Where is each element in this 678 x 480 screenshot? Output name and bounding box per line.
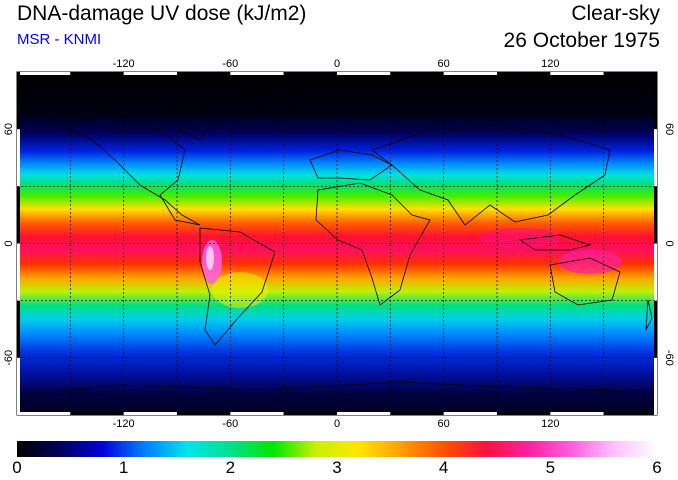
frame-tick bbox=[177, 412, 231, 415]
latitude-tick-label: 60 bbox=[3, 123, 15, 135]
colorbar-tick-label: 5 bbox=[545, 458, 556, 477]
longitude-tick-label: 0 bbox=[334, 58, 340, 70]
latitude-tick-label: 0 bbox=[663, 240, 675, 246]
frame-tick bbox=[443, 412, 497, 415]
andes-uv-peak bbox=[206, 246, 214, 270]
colorbar-tick-label: 1 bbox=[118, 458, 129, 477]
longitude-tick-label: 120 bbox=[541, 418, 559, 430]
longitude-tick-label: -60 bbox=[222, 418, 238, 430]
frame-tick bbox=[603, 412, 657, 415]
australia-uv-hotspot bbox=[558, 250, 622, 274]
frame-tick bbox=[17, 129, 20, 187]
frame-tick bbox=[17, 300, 20, 358]
frame-ticks bbox=[17, 72, 657, 415]
frame-tick bbox=[654, 243, 657, 301]
indonesia-uv-band bbox=[480, 228, 560, 248]
frame-tick bbox=[17, 357, 20, 415]
longitude-tick-label: -120 bbox=[113, 58, 135, 70]
latitude-tick-label: 0 bbox=[3, 240, 15, 246]
sky-condition-label: Clear-sky bbox=[571, 2, 660, 25]
colorbar-tick-label: 4 bbox=[438, 458, 449, 477]
latitude-tick-label: 60 bbox=[663, 123, 675, 135]
frame-tick bbox=[123, 412, 177, 415]
longitude-tick-label: 120 bbox=[541, 58, 559, 70]
frame-tick bbox=[123, 72, 177, 75]
frame-tick bbox=[654, 186, 657, 244]
colorbar bbox=[17, 441, 657, 457]
frame-tick bbox=[497, 412, 551, 415]
frame-tick bbox=[603, 72, 657, 75]
longitude-tick-label: -120 bbox=[113, 418, 135, 430]
data-source-label: MSR - KNMI bbox=[17, 31, 102, 48]
longitude-tick-label: 0 bbox=[334, 418, 340, 430]
longitude-tick-label: -60 bbox=[222, 58, 238, 70]
colorbar-tick-label: 6 bbox=[652, 458, 662, 477]
frame-tick bbox=[390, 72, 444, 75]
frame-tick bbox=[17, 243, 20, 301]
colorbar-tick-label: 0 bbox=[12, 458, 22, 477]
frame-tick bbox=[654, 300, 657, 358]
frame-tick bbox=[17, 186, 20, 244]
frame-tick bbox=[230, 412, 284, 415]
frame-tick bbox=[177, 72, 231, 75]
frame-tick bbox=[654, 72, 657, 130]
frame-tick bbox=[337, 72, 391, 75]
frame-tick bbox=[70, 72, 124, 75]
frame-tick bbox=[17, 412, 71, 415]
colorbar-tick-label: 3 bbox=[332, 458, 342, 477]
frame-tick bbox=[230, 72, 284, 75]
frame-tick bbox=[497, 72, 551, 75]
frame-tick bbox=[70, 412, 124, 415]
frame-tick bbox=[283, 72, 337, 75]
frame-tick bbox=[443, 72, 497, 75]
frame-tick bbox=[337, 412, 391, 415]
coastlines bbox=[19, 84, 657, 396]
graticule bbox=[17, 72, 657, 415]
south-america-yellow-patch bbox=[212, 272, 268, 308]
map-title: DNA-damage UV dose (kJ/m2) bbox=[17, 2, 307, 25]
frame-tick bbox=[550, 412, 604, 415]
frame-tick bbox=[550, 72, 604, 75]
frame-tick bbox=[17, 72, 71, 75]
colorbar-tick-label: 2 bbox=[225, 458, 236, 477]
date-label: 26 October 1975 bbox=[503, 29, 660, 52]
frame-tick bbox=[654, 129, 657, 187]
longitude-tick-label: 60 bbox=[438, 58, 450, 70]
frame-tick bbox=[654, 357, 657, 415]
latitude-tick-label: -60 bbox=[663, 350, 675, 366]
latitude-tick-label: -60 bbox=[3, 350, 15, 366]
tick-labels: -120 -120 -60 -60 0 0 60 60 120 120 60 60 0 0 -60 -60 bbox=[3, 58, 675, 430]
frame-tick bbox=[17, 72, 20, 130]
frame-tick bbox=[390, 412, 444, 415]
frame-tick bbox=[283, 412, 337, 415]
longitude-tick-label: 60 bbox=[438, 418, 450, 430]
